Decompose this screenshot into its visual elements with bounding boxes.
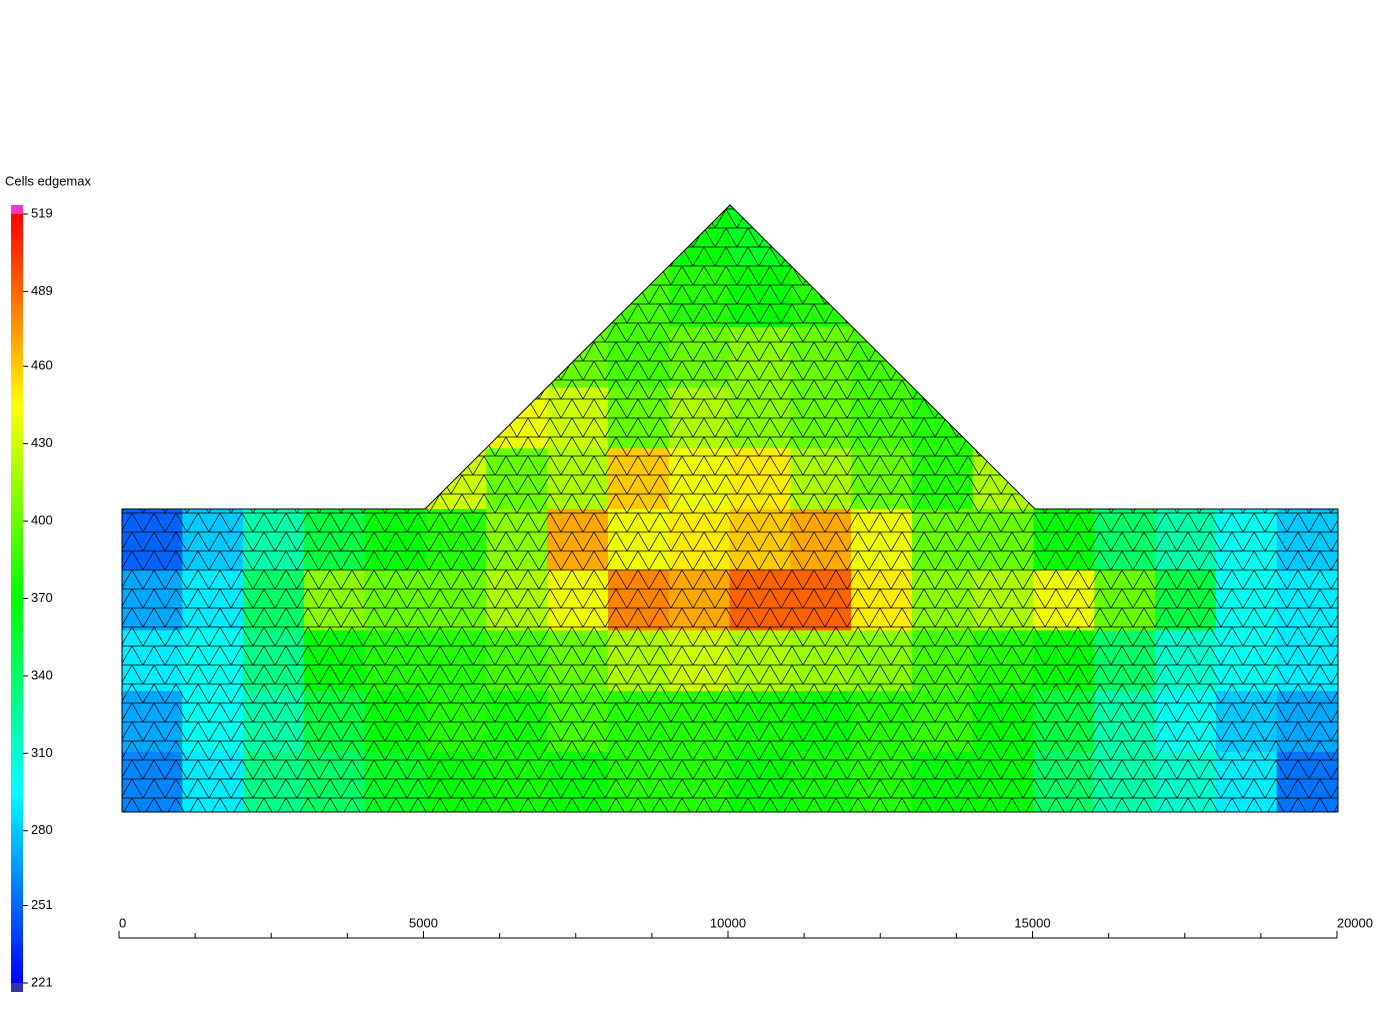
colorbar-title: Cells edgemax <box>5 173 91 188</box>
colorbar-label: 310 <box>31 745 53 760</box>
colorbar-label: 251 <box>31 897 53 912</box>
domain-outline <box>121 204 1339 813</box>
colorbar-label: 460 <box>31 358 53 373</box>
colorbar-label: 370 <box>31 590 53 605</box>
x-tick-label: 20000 <box>1337 915 1373 930</box>
x-tick-label: 10000 <box>710 915 746 930</box>
colorbar-label: 400 <box>31 513 53 528</box>
colorbar-label: 489 <box>31 283 53 298</box>
colorbar <box>11 214 23 983</box>
over-color <box>11 205 23 214</box>
colorbar-label: 280 <box>31 822 53 837</box>
colorbar-label: 519 <box>31 205 53 220</box>
colorbar-label: 430 <box>31 435 53 450</box>
x-tick-label: 5000 <box>409 915 438 930</box>
colorbar-label: 340 <box>31 667 53 682</box>
x-tick-label: 0 <box>119 915 126 930</box>
under-color <box>11 983 23 992</box>
x-tick-label: 15000 <box>1014 915 1050 930</box>
colorbar-label: 221 <box>31 974 53 989</box>
